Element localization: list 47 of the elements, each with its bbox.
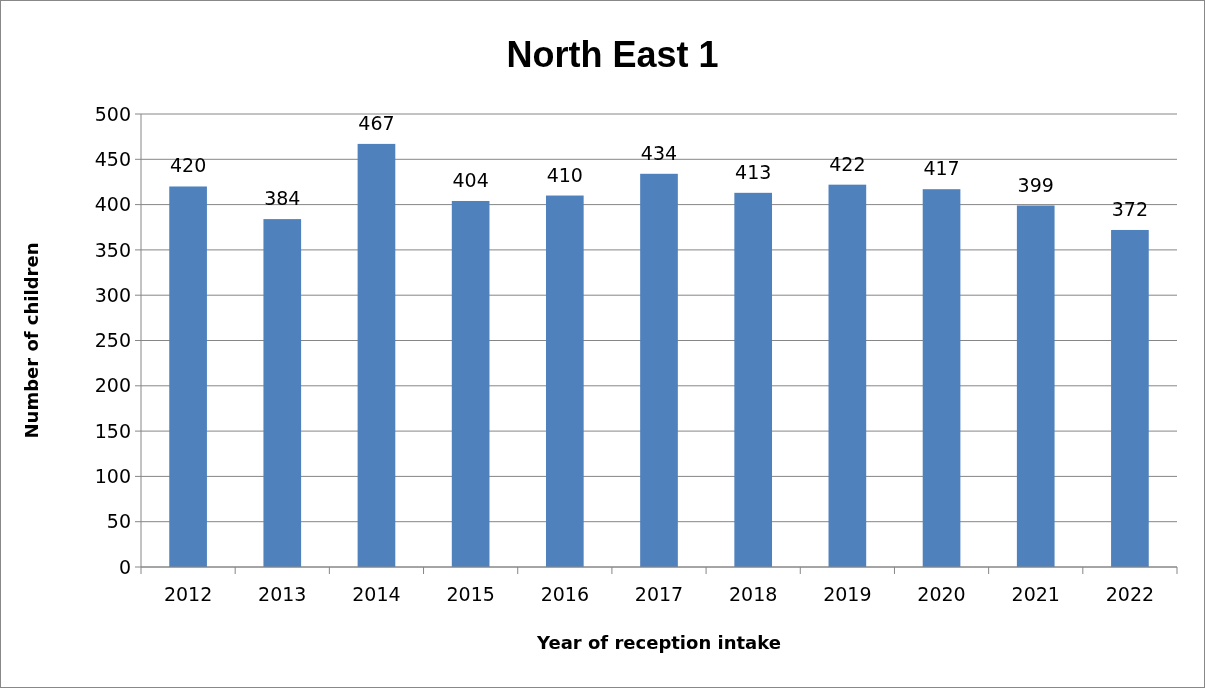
data-label: 434 xyxy=(640,141,678,164)
y-axis-title: Number of children xyxy=(21,242,42,439)
x-tick-label: 2020 xyxy=(917,583,966,605)
bar xyxy=(169,186,207,567)
x-tick-label: 2017 xyxy=(634,583,684,605)
x-tick-label: 2019 xyxy=(823,583,872,605)
bar xyxy=(922,189,961,567)
data-label: 417 xyxy=(923,157,960,180)
y-tick-label: 0 xyxy=(118,555,131,578)
y-tick-label: 450 xyxy=(94,147,131,170)
y-tick-label: 500 xyxy=(94,102,131,125)
x-tick-label: 2021 xyxy=(1011,583,1060,605)
y-tick-label: 150 xyxy=(94,419,131,442)
x-tick-label: 2016 xyxy=(540,583,589,605)
x-tick-label: 2014 xyxy=(352,583,401,605)
data-label: 399 xyxy=(1017,173,1054,196)
bar xyxy=(1016,205,1055,567)
bar xyxy=(545,195,584,567)
y-tick-label: 300 xyxy=(94,283,131,306)
data-label: 420 xyxy=(169,154,207,177)
bar xyxy=(451,200,490,567)
data-label: 413 xyxy=(735,160,772,183)
x-tick-label: 2018 xyxy=(729,583,778,605)
x-axis-title: Year of reception intake xyxy=(536,632,781,653)
data-label: 372 xyxy=(1111,197,1149,220)
y-tick-label: 100 xyxy=(94,465,131,488)
bar xyxy=(640,173,678,567)
data-label: 410 xyxy=(546,163,583,186)
data-label: 467 xyxy=(358,111,395,134)
bar xyxy=(828,184,867,567)
data-label: 422 xyxy=(829,152,866,175)
bar xyxy=(263,219,302,567)
bar xyxy=(1111,229,1149,567)
y-tick-label: 400 xyxy=(94,193,131,216)
y-tick-label: 50 xyxy=(106,510,131,533)
x-tick-label: 2013 xyxy=(258,583,307,605)
data-label: 384 xyxy=(264,187,301,210)
bar xyxy=(734,192,773,567)
x-tick-label: 2022 xyxy=(1105,583,1155,605)
x-tick-label: 2015 xyxy=(446,583,495,605)
chart-title: North East 1 xyxy=(506,34,719,75)
y-tick-label: 200 xyxy=(94,374,131,397)
bar xyxy=(357,143,396,567)
y-tick-label: 350 xyxy=(94,238,131,261)
x-tick-label: 2012 xyxy=(163,583,213,605)
y-tick-label: 250 xyxy=(94,329,131,352)
data-label: 404 xyxy=(452,168,489,191)
